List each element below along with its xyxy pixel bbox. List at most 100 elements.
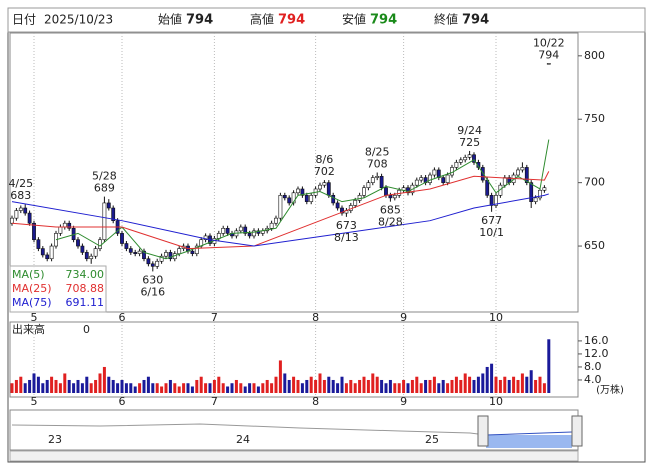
candle-body <box>247 233 252 237</box>
volume-bar <box>529 370 533 393</box>
candle-body <box>133 252 138 254</box>
legend-name: MA(5) <box>12 268 45 281</box>
annotation-value: 673 <box>336 219 357 232</box>
y-tick-label: 800 <box>584 49 605 62</box>
volume-bar <box>72 383 76 393</box>
volume-bar <box>274 376 278 393</box>
candle-body <box>14 210 19 219</box>
x-tick-label: 9 <box>400 311 407 324</box>
y-tick-label: 650 <box>584 239 605 252</box>
x-tick-label: 5 <box>31 311 38 324</box>
annotation-value: 794 <box>538 48 559 61</box>
open: 794 <box>186 13 213 28</box>
volume-bar <box>208 383 212 393</box>
volume-bar <box>362 376 366 393</box>
volume-bar <box>459 379 463 393</box>
navigator-label: 25 <box>425 433 439 446</box>
candle-body <box>516 169 520 176</box>
high-label: 高値 <box>250 12 274 27</box>
close-label: 終値 <box>434 12 458 27</box>
volume-bar <box>419 383 423 393</box>
scrollbar[interactable] <box>9 450 579 462</box>
candle-body <box>414 179 419 186</box>
candle-body <box>458 159 463 163</box>
header-bar <box>7 7 646 33</box>
low: 794 <box>370 13 397 28</box>
volume-bar <box>507 379 511 393</box>
candle-body <box>252 230 256 237</box>
open-label: 始値 <box>158 12 182 27</box>
volume-bar <box>327 376 331 393</box>
ma-line <box>55 139 550 260</box>
legend-value: 691.11 <box>66 296 105 309</box>
volume-bar <box>239 383 243 393</box>
y-tick-label: 12.0 <box>584 347 609 360</box>
y-tick-label: 700 <box>584 176 605 189</box>
volume-bar <box>32 373 36 393</box>
volume-bar <box>432 376 436 393</box>
volume-bar <box>476 376 480 393</box>
volume-bar <box>538 376 542 393</box>
candle-body <box>102 202 107 241</box>
volume-bar <box>248 383 252 393</box>
volume-bar <box>375 376 379 393</box>
candle-body <box>441 177 446 183</box>
candle-body <box>168 252 173 260</box>
ma-line <box>11 193 549 247</box>
volume-bar <box>542 383 546 393</box>
annotation-date: 6/16 <box>140 285 165 298</box>
volume-bar <box>305 379 309 393</box>
candle-body <box>485 179 490 196</box>
close: 794 <box>462 13 489 28</box>
candle-body <box>111 207 116 221</box>
volume-bar <box>450 379 454 393</box>
candle-body <box>291 192 296 204</box>
candle-body <box>300 188 305 196</box>
volume-title: 出来高 <box>12 322 45 336</box>
candle-body <box>318 184 322 190</box>
high: 794 <box>278 13 305 28</box>
candle-body <box>243 226 248 234</box>
volume-bar <box>349 379 353 393</box>
volume-bar <box>468 376 472 393</box>
legend-value: 734.00 <box>66 268 105 281</box>
candle-body <box>502 177 507 186</box>
candle-body <box>159 255 164 262</box>
annotation-date: 9/24 <box>457 124 482 137</box>
volume-panel <box>9 321 579 398</box>
volume-bar <box>437 383 441 393</box>
volume-bar <box>142 379 146 393</box>
candle-body <box>221 228 226 234</box>
navigator-handle[interactable] <box>477 415 489 447</box>
volume-bar <box>89 383 93 393</box>
price-panel <box>9 32 579 313</box>
x-tick-label: 6 <box>119 311 126 324</box>
volume-bar <box>226 386 230 393</box>
volume-bar <box>190 386 194 393</box>
candle-body <box>142 250 146 260</box>
navigator-handle[interactable] <box>571 415 583 447</box>
volume-bar <box>547 339 551 393</box>
volume-bar <box>173 383 177 393</box>
candle-body <box>238 226 243 232</box>
volume-bar <box>485 366 489 393</box>
candle-body <box>366 182 371 189</box>
candle-body <box>124 243 129 249</box>
annotation-value: 702 <box>314 165 335 178</box>
volume-bar <box>23 383 27 393</box>
volume-bar <box>278 360 282 393</box>
x-tick-label: 8 <box>312 395 319 408</box>
candle-body <box>463 156 468 161</box>
annotation-value: 685 <box>380 204 401 217</box>
candle-body <box>58 226 63 234</box>
candle-body <box>322 182 327 186</box>
volume-bar <box>410 379 414 393</box>
candle-body <box>269 222 274 229</box>
candle-body <box>190 250 195 254</box>
volume-bar <box>402 379 406 393</box>
candle-body <box>194 245 199 254</box>
candle-body <box>45 254 50 260</box>
annotation-date: 8/28 <box>378 216 403 229</box>
volume-bar <box>393 383 397 393</box>
volume-bar <box>63 373 67 393</box>
